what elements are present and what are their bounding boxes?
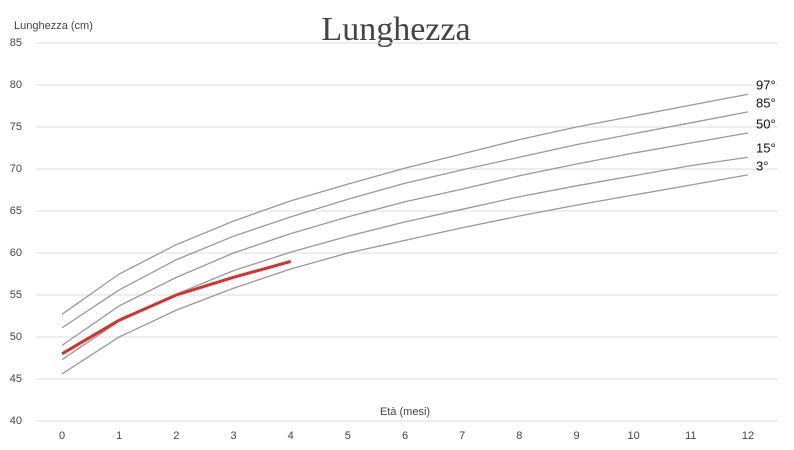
- y-tick-label: 55: [10, 289, 22, 301]
- x-tick-label: 8: [516, 430, 522, 442]
- y-tick-label: 40: [10, 415, 22, 427]
- x-tick-label: 12: [742, 430, 754, 442]
- x-tick-label: 6: [402, 430, 408, 442]
- x-tick-label: 11: [685, 430, 696, 442]
- x-tick-label: 1: [116, 430, 122, 442]
- chart-title: Lunghezza: [321, 11, 470, 48]
- x-tick-label: 4: [288, 430, 294, 442]
- series-label: 50°: [756, 116, 776, 131]
- x-tick-label: 9: [573, 430, 579, 442]
- y-tick-label: 65: [10, 205, 22, 217]
- x-axis-label: Età (mesi): [380, 406, 430, 418]
- x-tick-label: 7: [459, 430, 465, 442]
- y-tick-label: 50: [10, 331, 22, 343]
- series-line: [61, 111, 749, 329]
- series-label: 85°: [756, 95, 776, 110]
- series-label: 3°: [756, 158, 768, 173]
- x-tick-label: 2: [173, 430, 179, 442]
- y-tick-label: 75: [10, 121, 22, 133]
- y-axis-label: Lunghezza (cm): [14, 20, 93, 32]
- series-line: [61, 174, 749, 375]
- series-label: 15°: [756, 141, 776, 156]
- x-tick-label: 5: [345, 430, 351, 442]
- y-tick-label: 85: [10, 37, 22, 49]
- series-line: [61, 156, 749, 361]
- y-tick-label: 45: [10, 373, 22, 385]
- x-tick-label: 3: [230, 430, 236, 442]
- series-line: [61, 132, 749, 346]
- series-line: [61, 259, 292, 356]
- series-line: [61, 93, 749, 315]
- x-tick-label: 0: [59, 430, 65, 442]
- series-label: 97°: [756, 78, 776, 93]
- y-tick-label: 70: [10, 163, 22, 175]
- y-tick-label: 60: [10, 247, 22, 259]
- x-tick-label: 10: [628, 430, 640, 442]
- y-tick-label: 80: [10, 79, 22, 91]
